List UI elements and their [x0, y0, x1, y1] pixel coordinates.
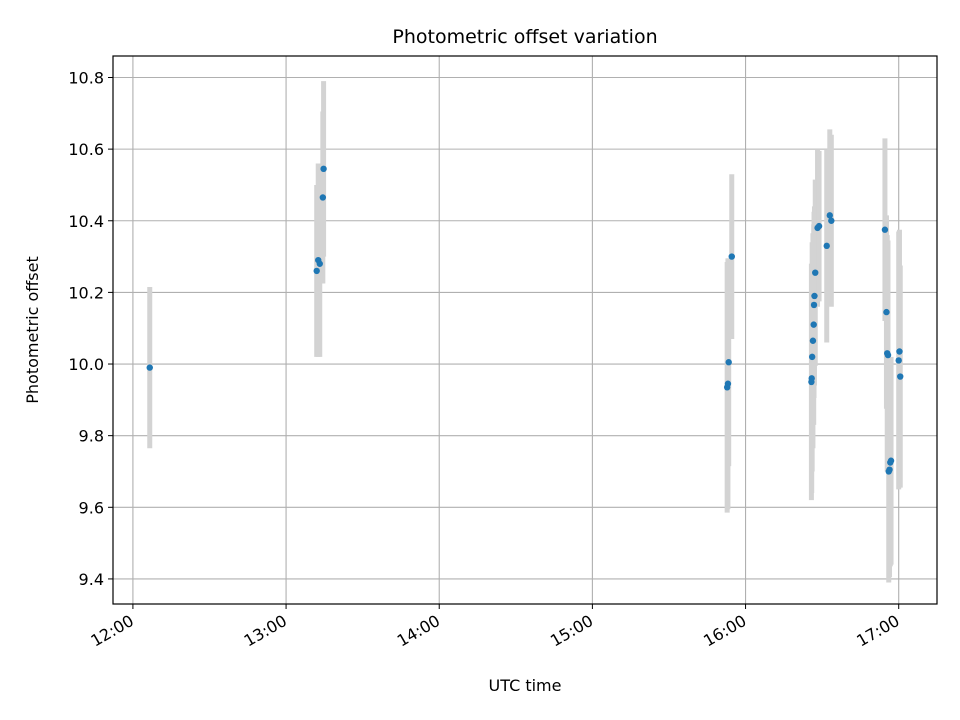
- data-point: [313, 267, 320, 275]
- y-tick-label: 10.6: [68, 140, 104, 159]
- data-point: [808, 353, 816, 361]
- data-point: [728, 253, 735, 260]
- data-point: [316, 260, 323, 267]
- data-point: [826, 212, 833, 219]
- y-ticks: 9.4 9.6 9.8 10.0 10.2 10.4 10.6 10.8: [68, 68, 113, 589]
- y-axis-title: Photometric offset: [23, 256, 42, 404]
- data-point: [725, 359, 732, 366]
- data-point: [881, 226, 889, 233]
- data-points: [146, 165, 904, 475]
- data-point: [883, 308, 890, 316]
- grid: [113, 56, 937, 604]
- data-point: [810, 301, 818, 309]
- y-tick-label: 10.4: [68, 212, 104, 231]
- y-tick-label: 9.8: [79, 427, 104, 446]
- data-point: [884, 351, 892, 359]
- data-point: [724, 380, 732, 387]
- data-point: [828, 217, 835, 224]
- data-point: [319, 194, 327, 201]
- y-tick-label: 10.8: [68, 68, 104, 87]
- x-axis-title: UTC time: [489, 676, 562, 695]
- data-point: [897, 373, 904, 380]
- data-point: [887, 457, 895, 464]
- plot-frame: [112, 55, 938, 605]
- data-point: [146, 364, 153, 371]
- data-point: [810, 321, 817, 328]
- data-point: [811, 292, 818, 300]
- data-point: [896, 348, 903, 355]
- data-point: [809, 337, 817, 344]
- data-point: [886, 466, 893, 473]
- data-point: [823, 242, 830, 250]
- data-point: [895, 357, 902, 364]
- y-tick-label: 9.6: [79, 498, 104, 517]
- data-point: [815, 222, 823, 230]
- chart-title: Photometric offset variation: [392, 26, 657, 48]
- y-tick-label: 10.0: [68, 355, 104, 374]
- data-point: [812, 269, 819, 276]
- y-tick-label: 10.2: [68, 283, 104, 302]
- data-point: [320, 165, 327, 173]
- data-point: [808, 375, 815, 382]
- y-tick-label: 9.4: [79, 570, 104, 589]
